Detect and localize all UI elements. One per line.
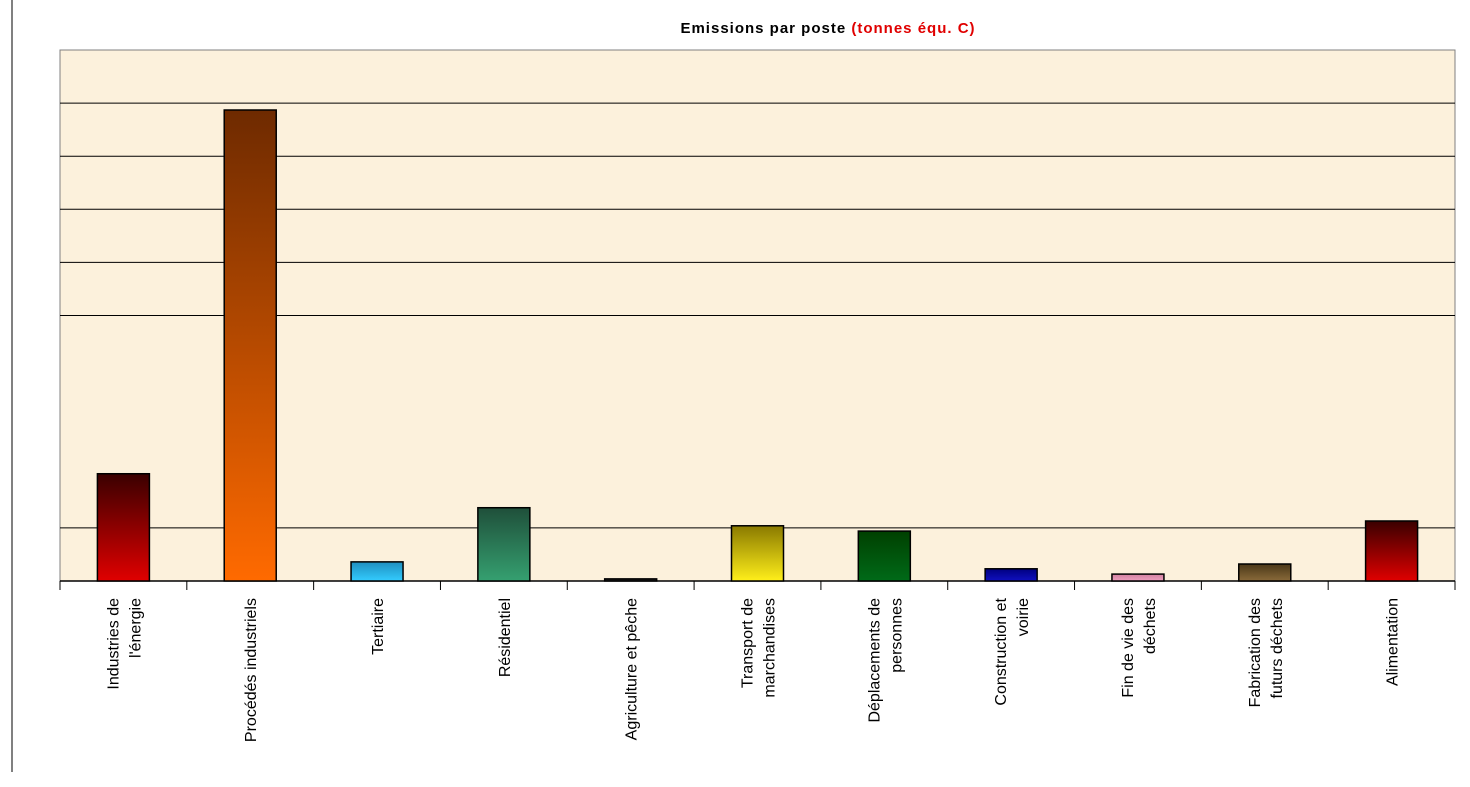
x-tick-label: Déplacements de personnes	[866, 598, 905, 723]
x-tick-label: Alimentation	[1385, 598, 1402, 686]
x-tick-label: Procédés industriels	[243, 598, 260, 742]
x-tick-label: Industries de l'énergie	[105, 598, 144, 690]
bar	[603, 578, 658, 582]
bar	[857, 530, 912, 582]
bar	[1111, 573, 1165, 582]
title-unit: (tonnes équ. C)	[851, 20, 975, 37]
x-tick-label: Construction et voirie	[993, 597, 1032, 705]
bar	[1364, 520, 1419, 582]
bar	[477, 506, 531, 582]
title-main: Emissions par poste	[680, 20, 846, 37]
x-tick-label: Fin de vie des déchets	[1120, 598, 1159, 698]
x-tick-label: Agriculture et pêche	[624, 598, 641, 740]
bar	[350, 561, 404, 582]
x-tick-label: Fabrication des futurs déchets	[1247, 598, 1286, 707]
x-tick-label: Tertiaire	[370, 598, 387, 655]
x-tick-label: Résidentiel	[497, 598, 514, 677]
bar	[984, 568, 1038, 582]
bar	[1238, 563, 1292, 582]
bar	[730, 525, 785, 582]
bar	[223, 109, 277, 582]
bar	[96, 472, 151, 582]
x-tick-label: Transport de marchandises	[740, 598, 779, 698]
chart-title: Emissions par poste (tonnes équ. C)	[680, 20, 975, 37]
